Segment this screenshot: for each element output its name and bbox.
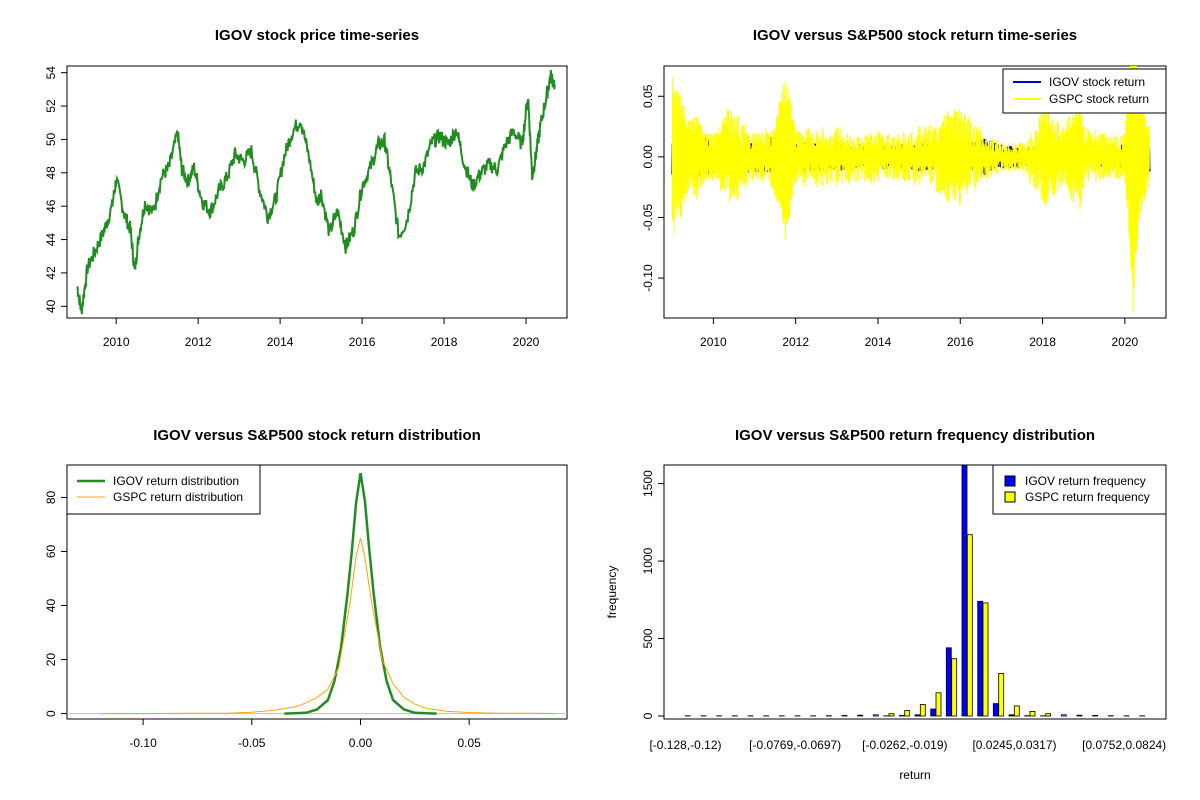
x-tick-label: 2016	[947, 335, 974, 349]
bar-igov	[898, 715, 905, 717]
y-tick-label: 44	[44, 233, 58, 247]
series-line-gspc-density	[99, 537, 557, 715]
series-line-igov-density	[284, 472, 437, 715]
legend-swatch	[1004, 491, 1016, 503]
legend-label: IGOV stock return	[1049, 75, 1145, 89]
x-tick-label: [0.0245,0.0317)	[972, 738, 1056, 752]
legend-box	[992, 464, 1167, 515]
bar-igov	[992, 703, 999, 717]
bar-gspc	[919, 704, 926, 717]
plot-frame	[66, 65, 568, 319]
y-tick-label: -0.10	[641, 264, 655, 292]
y-tick-label: 0	[641, 712, 655, 719]
y-tick-label: 42	[44, 266, 58, 280]
bar-gspc	[1013, 705, 1020, 717]
x-tick-label: 2010	[700, 335, 727, 349]
series-line-gspc-return	[671, 66, 1150, 312]
y-tick-label: 54	[44, 66, 58, 80]
bar-gspc	[935, 692, 942, 717]
x-tick-label: 0.05	[457, 736, 481, 750]
x-tick-label: 2016	[349, 335, 376, 349]
bar-gspc	[951, 658, 958, 717]
y-tick-label: 0.05	[641, 84, 655, 108]
chart-title: IGOV versus S&P500 return frequency dist…	[735, 427, 1095, 444]
legend-box	[66, 464, 261, 515]
y-tick-label: 500	[641, 628, 655, 648]
bar-igov	[930, 708, 937, 717]
bar-gspc	[982, 602, 989, 717]
bar-gspc	[966, 534, 973, 717]
x-tick-label: [-0.0262,-0.019)	[862, 738, 947, 752]
x-tick-label: 2018	[1029, 335, 1056, 349]
x-tick-label: 2014	[267, 335, 294, 349]
x-tick-label: [0.0752,0.0824)	[1082, 738, 1166, 752]
bar-gspc	[1045, 713, 1052, 717]
y-tick-label: 48	[44, 166, 58, 180]
y-tick-label: 40	[44, 599, 58, 613]
x-tick-label: 2014	[865, 335, 892, 349]
series-line-igov-price	[76, 70, 556, 315]
chart-title: IGOV versus S&P500 stock return distribu…	[153, 427, 481, 444]
bar-gspc	[857, 714, 864, 717]
bar-igov	[945, 647, 952, 717]
legend-label: IGOV return frequency	[1025, 474, 1146, 488]
x-tick-label: 0.00	[349, 736, 373, 750]
bar-igov	[1008, 714, 1015, 717]
x-tick-label: 2012	[782, 335, 809, 349]
bar-gspc	[904, 710, 911, 717]
y-tick-label: 0	[44, 710, 58, 717]
legend-label: GSPC return distribution	[113, 490, 243, 504]
bar-igov	[914, 714, 921, 717]
bar-gspc	[1029, 711, 1036, 717]
x-tick-label: -0.05	[238, 736, 266, 750]
x-tick-label: 2020	[1112, 335, 1139, 349]
bar-gspc	[888, 713, 895, 717]
bar-gspc	[998, 673, 1005, 717]
bar-gspc	[872, 714, 879, 717]
plot-frame	[663, 464, 1167, 720]
x-tick-label: 2012	[185, 335, 212, 349]
x-axis-title: return	[899, 768, 930, 782]
x-tick-label: 2018	[431, 335, 458, 349]
y-tick-label: 40	[44, 299, 58, 313]
chart-title: IGOV versus S&P500 stock return time-ser…	[753, 27, 1077, 44]
x-tick-label: [-0.0769,-0.0697)	[749, 738, 841, 752]
chart-title: IGOV stock price time-series	[215, 27, 419, 44]
x-tick-label: -0.10	[129, 736, 157, 750]
bar-gspc	[1076, 714, 1083, 717]
y-tick-label: 1000	[641, 547, 655, 574]
plot-frame	[663, 65, 1167, 319]
y-tick-label: 20	[44, 653, 58, 667]
bar-igov	[961, 464, 968, 717]
bar-gspc	[1092, 715, 1099, 717]
legend-label: GSPC return frequency	[1025, 490, 1150, 504]
y-tick-label: 0.00	[641, 145, 655, 169]
x-tick-label: [-0.128,-0.12)	[649, 738, 721, 752]
y-tick-label: 50	[44, 132, 58, 146]
bar-igov	[977, 600, 984, 717]
y-tick-label: 1500	[641, 470, 655, 497]
y-tick-label: 46	[44, 199, 58, 213]
legend-swatch	[1004, 475, 1016, 487]
legend-label: IGOV return distribution	[113, 474, 239, 488]
bar-gspc	[841, 715, 848, 717]
bar-gspc	[1060, 714, 1067, 717]
x-tick-label: 2020	[513, 335, 540, 349]
legend-box	[1002, 68, 1167, 114]
y-tick-label: 80	[44, 490, 58, 504]
y-axis-title: frequency	[605, 566, 619, 619]
x-tick-label: 2010	[103, 335, 130, 349]
legend-label: GSPC stock return	[1049, 92, 1149, 106]
y-tick-label: 60	[44, 544, 58, 558]
plot-frame	[66, 464, 568, 720]
y-tick-label: -0.05	[641, 203, 655, 231]
y-tick-label: 52	[44, 99, 58, 113]
